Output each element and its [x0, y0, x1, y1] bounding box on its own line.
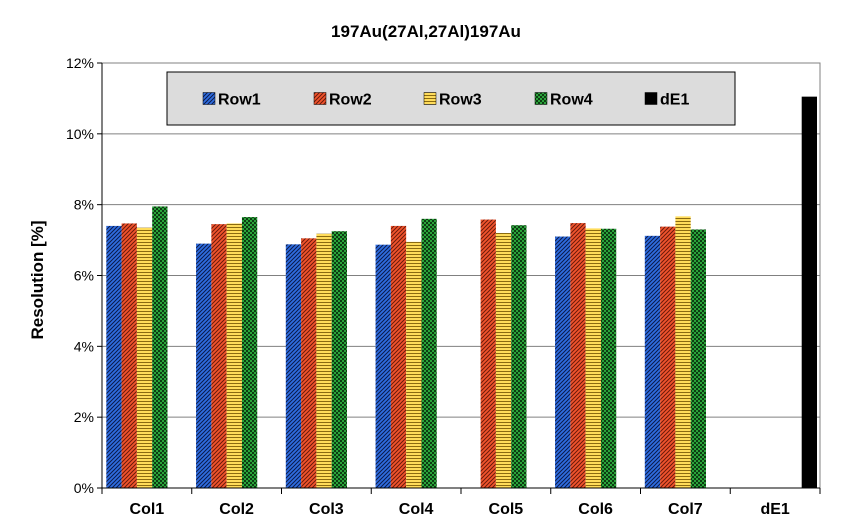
legend-label: Row2	[329, 92, 372, 109]
axes: 0% 2% 4% 6% 8% 10% 12% Col1 Col2 Col3 Col4 Col5 Col6…	[66, 55, 821, 518]
legend-swatch	[202, 92, 216, 105]
legend-label: Row3	[439, 92, 482, 109]
bar-row2-col5	[480, 219, 496, 488]
y-tick-label: 6%	[74, 268, 94, 284]
x-tick-label: Col3	[309, 501, 344, 518]
bar-row2-col3	[301, 238, 317, 488]
bar-row2-col7	[660, 226, 676, 488]
bar-row4-col6	[600, 228, 617, 488]
legend-swatch	[534, 92, 548, 105]
y-tick-label: 0%	[74, 480, 94, 496]
legend-label: dE1	[660, 92, 689, 109]
bar-row4-col2	[241, 217, 258, 488]
bar-row2-col1	[121, 223, 137, 488]
bar-row4-col5	[511, 225, 527, 489]
bar-row3-col3	[316, 233, 332, 488]
bar-row3-col2	[226, 223, 242, 488]
y-tick-label: 4%	[74, 338, 94, 354]
x-tick-label: Col1	[130, 501, 165, 518]
y-tick-label: 12%	[66, 55, 94, 71]
legend-label: Row1	[218, 92, 261, 109]
bar-row3-col4	[406, 241, 422, 488]
bar-row4-col7	[690, 229, 706, 489]
x-tick-label: dE1	[760, 501, 789, 518]
bar-row1-col6	[555, 236, 571, 488]
legend-swatch	[644, 92, 658, 105]
bar-row1-col2	[196, 243, 212, 488]
bar-row3-col6	[585, 228, 601, 489]
bar-row4-col3	[331, 231, 347, 488]
legend-label: Row4	[550, 92, 593, 109]
bar-row3-col1	[136, 227, 153, 488]
legend-swatch	[423, 92, 437, 105]
legend: Row1 Row2 Row3 Row4 dE1	[166, 71, 736, 126]
x-tick-label: Col2	[219, 501, 254, 518]
y-tick-label: 8%	[74, 197, 94, 213]
y-tick-label: 2%	[74, 409, 94, 425]
x-tick-label: Col6	[578, 501, 613, 518]
bar-row2-col6	[570, 223, 586, 489]
bar-de1	[801, 96, 817, 488]
bar-row2-col4	[390, 225, 407, 488]
bar-row1-col1	[106, 225, 122, 488]
bar-row1-col4	[375, 244, 391, 488]
bar-row1-col3	[285, 244, 302, 488]
chart-title: 197Au(27Al,27Al)197Au	[331, 22, 521, 41]
bar-row2-col2	[211, 224, 227, 489]
x-tick-label: Col7	[668, 501, 703, 518]
x-tick-label: Col5	[489, 501, 524, 518]
legend-swatch	[313, 92, 327, 105]
bar-row3-col7	[675, 216, 691, 488]
y-tick-label: 10%	[66, 126, 94, 142]
x-tick-label: Col4	[399, 501, 434, 518]
bar-row1-col7	[644, 235, 661, 488]
bars	[106, 96, 817, 489]
bar-row4-col4	[421, 218, 437, 489]
bar-row3-col5	[495, 233, 512, 488]
bar-row4-col1	[152, 206, 168, 488]
legend-box	[166, 71, 736, 126]
